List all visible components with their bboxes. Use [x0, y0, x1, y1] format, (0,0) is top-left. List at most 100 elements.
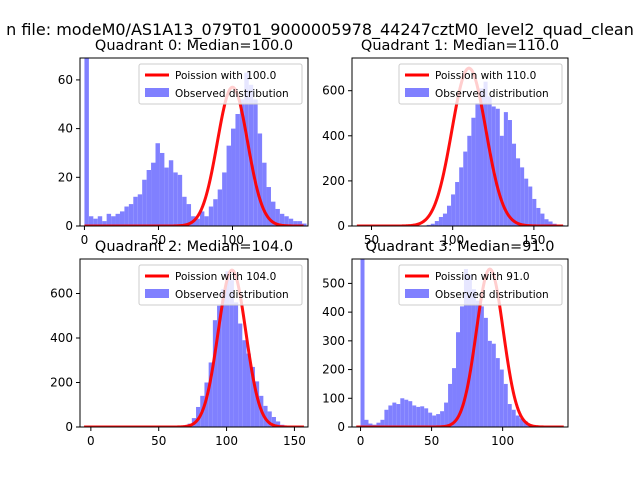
histogram-bar	[270, 201, 276, 226]
histogram-bar	[483, 81, 488, 226]
histogram-bar	[225, 271, 230, 427]
y-tick-label: 0	[65, 420, 73, 434]
histogram-bar	[471, 117, 476, 226]
histogram-bar	[364, 419, 369, 427]
x-tick-label: 50	[151, 434, 166, 448]
histogram-bar	[519, 418, 524, 427]
histogram-bar	[226, 145, 232, 226]
histogram-bar	[229, 280, 234, 427]
subplot-title: Quadrant 1: Median=110.0	[361, 38, 559, 54]
histogram-bar	[235, 114, 240, 226]
legend: Poission with 110.0 Observed distribution	[398, 63, 563, 105]
histogram-bar	[115, 213, 120, 226]
histogram-bar	[253, 99, 258, 226]
histogram-bar	[239, 99, 245, 226]
histogram-bar	[217, 189, 223, 226]
axes-frame	[351, 258, 569, 428]
histogram-bar	[242, 340, 247, 427]
histogram-bar	[467, 135, 472, 226]
legend: Poission with 91.0 Observed distribution	[398, 264, 563, 306]
histogram-bar	[388, 405, 393, 427]
histogram-bar	[442, 213, 448, 226]
histogram-bar	[408, 401, 413, 427]
legend-patch-swatch	[405, 88, 429, 97]
legend-box	[398, 63, 563, 105]
histogram-bar	[293, 221, 298, 226]
legend: Poission with 104.0 Observed distribution	[138, 264, 303, 306]
histogram-bar	[475, 103, 480, 226]
subplot-quadrant-1: 50 100 150 0 200 400 600 Quadrant 1: Median=110…	[322, 38, 569, 247]
histogram-bar	[495, 358, 500, 427]
legend-label-fit: Poission with 110.0	[435, 70, 536, 82]
legend-patch-swatch	[145, 88, 169, 97]
y-tick-label: 0	[337, 420, 345, 434]
histogram-bar	[384, 409, 389, 427]
subplot-quadrant-3: 0 50 100 0 100 200 300 400 500 Quadrant 3: Median…	[322, 239, 569, 448]
histogram-bar	[204, 382, 209, 427]
histogram-bar	[507, 404, 512, 427]
y-tick-label: 200	[322, 363, 345, 377]
histogram-bar	[246, 353, 251, 427]
x-tick-label: 150	[283, 434, 306, 448]
y-tick-label: 60	[58, 73, 73, 87]
histogram-bar	[212, 320, 218, 427]
y-tick-label: 600	[322, 84, 345, 98]
histogram-bar	[137, 194, 143, 226]
histogram-bar	[267, 411, 272, 427]
histogram-bar	[532, 198, 537, 226]
legend-label-fit: Poission with 100.0	[175, 70, 276, 82]
subplot-title: Quadrant 0: Median=100.0	[95, 38, 293, 54]
axes-frame	[351, 57, 569, 227]
poisson-fit-line	[83, 268, 305, 427]
histogram-bar	[284, 216, 289, 226]
histogram-bar	[155, 143, 160, 226]
histogram-bar	[463, 151, 468, 226]
legend-label-observed: Observed distribution	[175, 289, 289, 301]
histogram-bar	[460, 306, 464, 427]
y-tick-label: 200	[50, 375, 73, 389]
histogram-bar	[208, 362, 213, 427]
histogram-bar	[111, 216, 116, 226]
figure-suptitle: n file: modeM0/AS1A13_079T01_9000005978_…	[6, 20, 634, 40]
histogram-bar	[426, 224, 431, 226]
histogram-bar	[124, 206, 129, 226]
x-tick-label: 0	[81, 233, 89, 247]
histogram-bar	[275, 421, 281, 427]
histogram-bar	[392, 402, 397, 427]
histogram-bar	[436, 414, 441, 427]
histogram-bar	[544, 219, 549, 226]
histogram-bar	[503, 383, 508, 427]
subplot-quadrant-2: 0 50 100 150 0 200 400 600 Quadrant 2: Median=10…	[50, 239, 309, 448]
x-tick-label: 100	[441, 233, 464, 247]
histogram-bar	[195, 218, 200, 226]
y-tick-label: 40	[58, 122, 73, 136]
subplot-quadrant-0: 0 50 100 0 20 40 60 Quadrant 0: Median=100.0 Poi…	[58, 38, 309, 247]
x-tick-label: 100	[221, 233, 244, 247]
histogram-bar	[416, 406, 421, 427]
histogram-bar	[199, 211, 205, 226]
poisson-fit-line	[83, 85, 305, 226]
x-tick-label: 50	[364, 233, 379, 247]
histogram-bar	[254, 381, 260, 427]
histogram-bar	[222, 172, 227, 226]
histogram-bar	[164, 167, 169, 226]
histogram-bar	[244, 72, 249, 226]
histogram-bar	[503, 112, 508, 226]
y-tick-label: 200	[322, 174, 345, 188]
histogram-bar	[173, 172, 178, 226]
histogram-bar	[368, 423, 373, 427]
histogram-bar	[208, 206, 214, 226]
histogram-bar	[266, 187, 271, 226]
histogram-bar	[213, 199, 218, 226]
x-tick-label: 100	[215, 434, 238, 448]
histogram-bar	[432, 415, 437, 427]
histogram-bar	[515, 415, 520, 427]
histogram-bar	[217, 305, 222, 427]
histogram-bar	[233, 302, 239, 427]
histogram-bar	[479, 306, 484, 427]
histogram-bar	[186, 204, 192, 226]
histogram-bar	[142, 179, 147, 226]
histogram-bar	[97, 216, 103, 226]
histogram-bar	[511, 143, 517, 226]
y-tick-label: 0	[337, 219, 345, 233]
